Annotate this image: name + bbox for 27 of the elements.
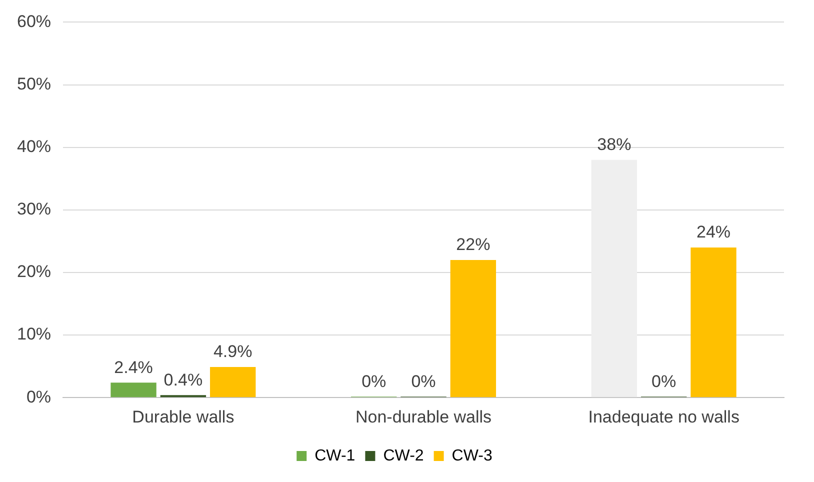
legend-label: CW-1 xyxy=(314,447,356,464)
y-tick-label: 10% xyxy=(16,324,52,344)
data-label: 0.4% xyxy=(164,370,203,390)
legend-label: CW-2 xyxy=(383,447,424,464)
bar xyxy=(110,382,156,398)
y-tick-label: 50% xyxy=(16,74,52,94)
bar xyxy=(450,260,496,398)
x-tick-label: Inadequate no walls xyxy=(588,407,740,426)
y-tick-label: 40% xyxy=(16,137,52,156)
bar xyxy=(591,160,638,398)
y-tick-label: 60% xyxy=(16,12,52,31)
bar xyxy=(690,247,736,398)
data-label: 0% xyxy=(411,372,436,391)
data-label: 0% xyxy=(362,372,386,391)
data-label: 24% xyxy=(696,222,731,242)
legend-label: CW-3 xyxy=(452,447,492,464)
y-tick-label: 30% xyxy=(16,200,52,219)
data-label: 0% xyxy=(652,372,676,391)
data-label: 22% xyxy=(456,235,490,254)
y-tick-label: 0% xyxy=(26,387,52,406)
data-label: 38% xyxy=(597,135,632,154)
y-tick-label: 20% xyxy=(16,262,52,282)
x-tick-label: Durable walls xyxy=(132,407,234,426)
bar xyxy=(210,366,256,398)
data-label: 2.4% xyxy=(114,358,153,377)
x-tick-label: Non-durable walls xyxy=(355,407,492,426)
data-label: 4.9% xyxy=(213,342,252,362)
